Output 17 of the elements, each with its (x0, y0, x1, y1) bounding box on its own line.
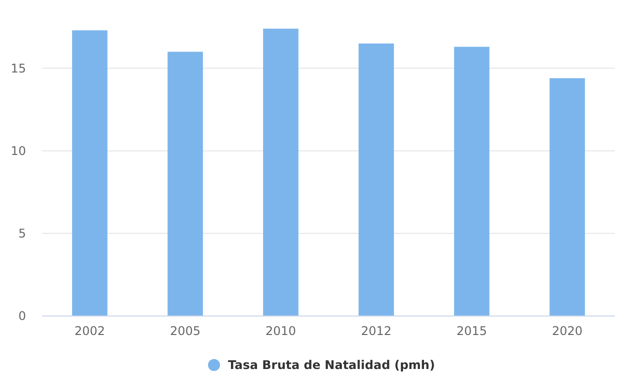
bar (72, 30, 108, 316)
x-tick-label: 2012 (360, 324, 392, 338)
y-tick-label: 10 (10, 144, 26, 158)
y-tick-label: 0 (18, 309, 26, 324)
bar (263, 28, 298, 316)
y-tick-label: 15 (10, 61, 26, 76)
x-tick-label: 2015 (456, 324, 488, 338)
x-tick-label: 2010 (265, 324, 296, 338)
x-tick-label: 2002 (74, 324, 106, 338)
x-tick-label: 2020 (552, 324, 583, 338)
x-tick-label: 2005 (170, 324, 201, 338)
bar (550, 78, 585, 316)
bar (358, 44, 394, 316)
bar (168, 52, 203, 316)
y-tick-label: 5 (18, 226, 26, 241)
legend-label: Tasa Bruta de Natalidad (pmh) (228, 358, 435, 372)
bar (454, 46, 490, 316)
